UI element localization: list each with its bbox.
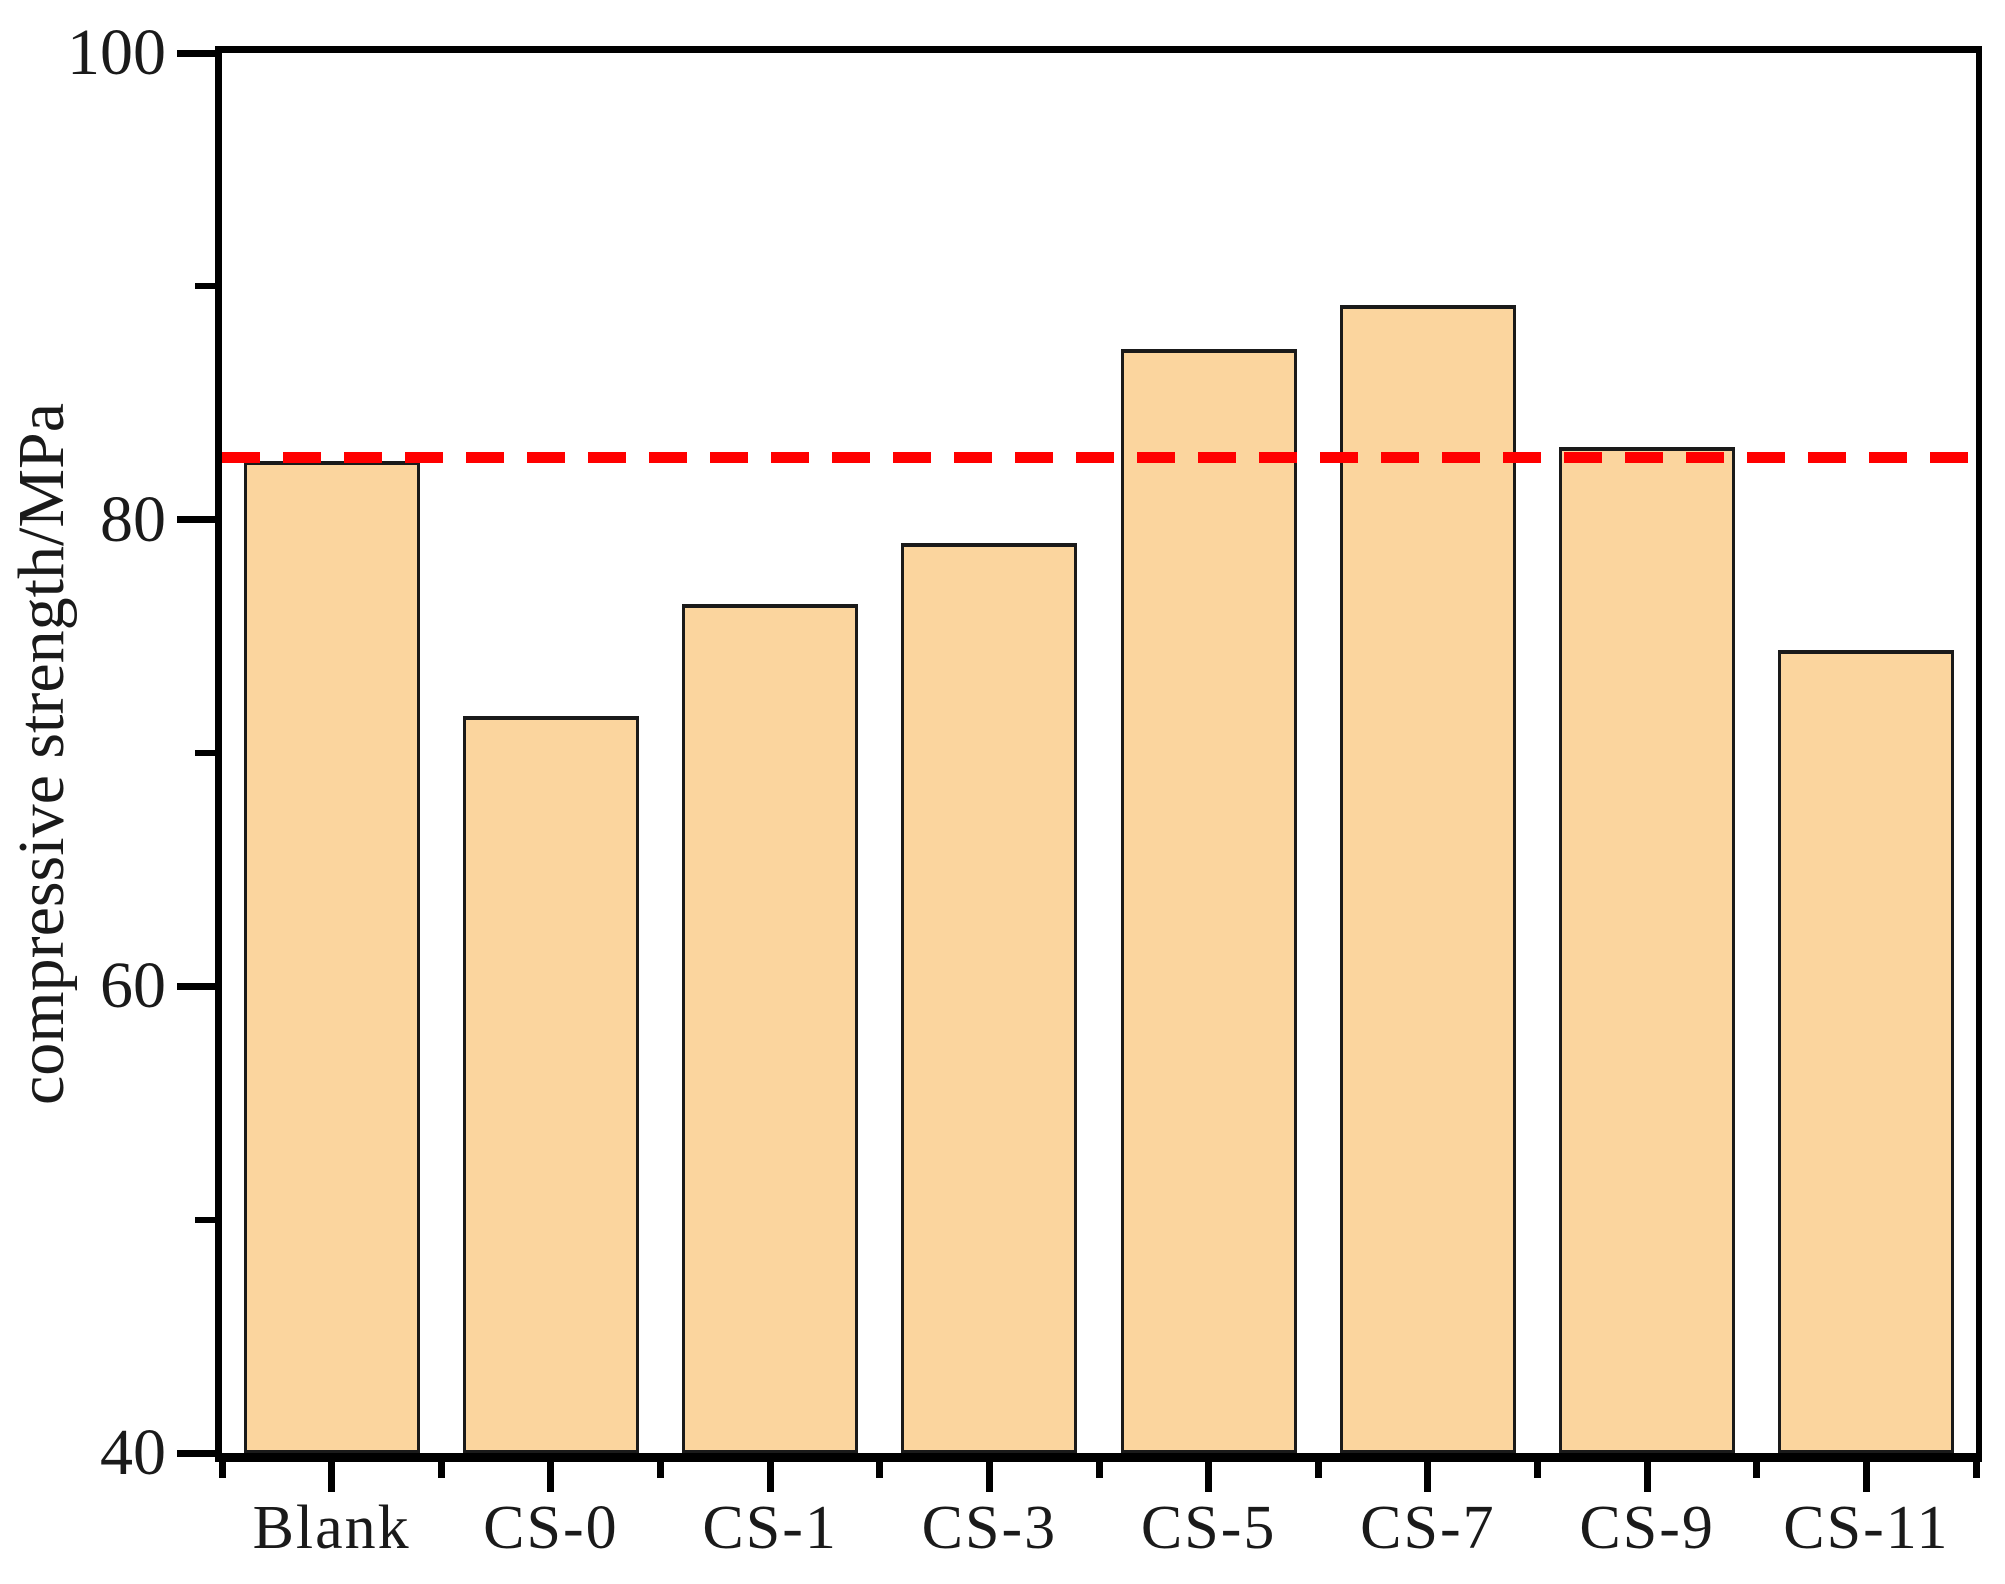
- y-minor-tick: [195, 750, 215, 756]
- y-minor-tick: [195, 1216, 215, 1223]
- x-minor-tick: [437, 1462, 445, 1478]
- x-minor-tick: [1972, 1462, 1980, 1478]
- bar-CS-5: [1120, 349, 1297, 1453]
- bar-CS-0: [462, 715, 639, 1453]
- x-minor-tick: [657, 1462, 664, 1478]
- reference-dashed-line: [222, 451, 1976, 463]
- x-major-tick: [328, 1462, 336, 1492]
- x-minor-tick: [218, 1462, 226, 1478]
- y-tick-label: 60: [100, 949, 166, 1023]
- bar-CS-1: [682, 603, 859, 1453]
- x-major-tick: [1862, 1462, 1870, 1492]
- x-tick-label-CS-0: CS-0: [483, 1494, 619, 1562]
- y-minor-tick: [195, 283, 215, 290]
- x-major-tick: [985, 1462, 993, 1492]
- bar-CS-7: [1339, 305, 1516, 1453]
- x-tick-label-Blank: Blank: [252, 1494, 411, 1562]
- x-minor-tick: [1753, 1462, 1761, 1478]
- x-minor-tick: [1534, 1462, 1541, 1478]
- x-major-tick: [1424, 1462, 1432, 1492]
- x-tick-label-CS-3: CS-3: [921, 1494, 1058, 1562]
- y-tick-label: 40: [100, 1416, 166, 1489]
- y-major-tick: [177, 982, 215, 990]
- x-tick-label-CS-11: CS-11: [1783, 1494, 1950, 1562]
- bar-CS-11: [1778, 650, 1955, 1453]
- x-tick-label-CS-9: CS-9: [1579, 1494, 1715, 1562]
- y-tick-label: 80: [100, 482, 166, 556]
- x-major-tick: [1643, 1462, 1651, 1492]
- bar-Blank: [243, 461, 420, 1453]
- x-tick-label-CS-1: CS-1: [702, 1494, 838, 1562]
- y-major-tick: [177, 1449, 215, 1457]
- x-major-tick: [766, 1462, 774, 1492]
- x-tick-label-CS-7: CS-7: [1360, 1494, 1496, 1562]
- y-major-tick: [177, 516, 215, 524]
- x-minor-tick: [1095, 1462, 1103, 1478]
- x-major-tick: [547, 1462, 555, 1492]
- x-tick-label-CS-5: CS-5: [1140, 1494, 1277, 1562]
- x-major-tick: [1205, 1462, 1213, 1492]
- x-minor-tick: [1314, 1462, 1322, 1478]
- y-major-tick: [177, 49, 215, 57]
- y-tick-label: 100: [67, 16, 166, 89]
- bar-CS-9: [1559, 447, 1736, 1453]
- x-minor-tick: [876, 1462, 884, 1478]
- bar-CS-3: [901, 543, 1078, 1453]
- plot-area: [215, 46, 1982, 1462]
- bars-layer: [222, 53, 1976, 1453]
